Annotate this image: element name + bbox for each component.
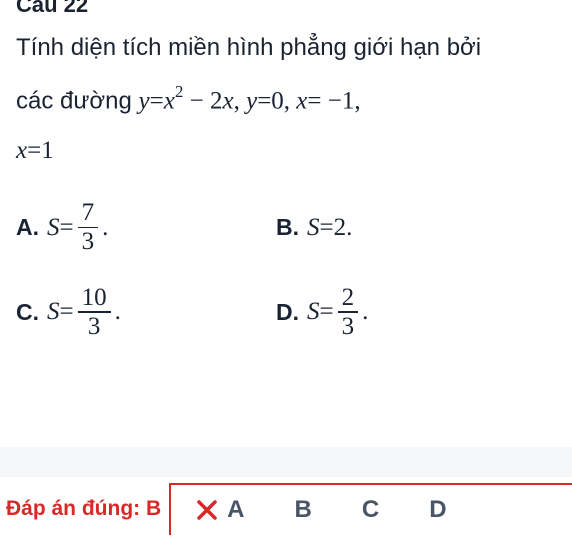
option-a-dot: . <box>102 214 108 242</box>
option-a[interactable]: A. S = 7 3 . <box>16 199 276 256</box>
option-c-label: C. <box>16 299 39 326</box>
sep2: , <box>284 87 297 114</box>
sep1: , <box>234 87 247 114</box>
question-line-3: x=1 <box>0 115 572 165</box>
option-c-frac: 10 3 <box>78 284 111 341</box>
option-b-label: B. <box>276 214 299 241</box>
option-a-num: 7 <box>78 199 99 227</box>
eq3-rhs: 1 <box>342 87 355 114</box>
wrong-answer-mark[interactable]: A <box>195 496 244 524</box>
option-a-den: 3 <box>78 228 99 256</box>
eq1-y: y <box>139 87 150 114</box>
eq1-x: x <box>164 87 175 114</box>
option-d-label: D. <box>276 299 299 326</box>
eq3-equals: = − <box>307 87 341 114</box>
eq1-x2: x <box>222 87 233 114</box>
line3-rhs: 1 <box>41 137 54 164</box>
option-c-num: 10 <box>78 284 111 312</box>
option-d-den: 3 <box>338 313 359 341</box>
option-b-eq: = <box>320 214 334 242</box>
option-a-eq: = <box>60 214 74 242</box>
option-d-eq: = <box>320 298 334 326</box>
option-c-s: S <box>47 298 60 326</box>
line3-x: x <box>16 137 27 164</box>
eq2-rhs: 0 <box>271 87 284 114</box>
option-b-val: 2 <box>334 214 347 242</box>
question-line-2: các đường y=x2 − 2x, y=0, x= −1, <box>0 66 572 115</box>
answer-choices-box: A B C D <box>169 483 572 535</box>
eq2-y: y <box>246 87 257 114</box>
option-d-s: S <box>307 298 320 326</box>
line2-prefix: các đường <box>16 87 139 114</box>
eq1-minus-2: − 2 <box>183 87 222 114</box>
option-c-den: 3 <box>84 313 105 341</box>
options-row-1: A. S = 7 3 . B. S = 2 . <box>0 165 572 256</box>
option-d-dot: . <box>362 298 368 326</box>
option-d-frac: 2 3 <box>338 284 359 341</box>
separator-band <box>0 447 572 477</box>
option-a-label: A. <box>16 214 39 241</box>
option-a-s: S <box>47 214 60 242</box>
option-c-dot: . <box>115 298 121 326</box>
eq3-x: x <box>296 87 307 114</box>
options-row-2: C. S = 10 3 . D. S = 2 3 . <box>0 256 572 341</box>
comma-end: , <box>354 87 360 114</box>
option-a-frac: 7 3 <box>78 199 99 256</box>
eq1-equals: = <box>150 87 164 114</box>
question-number: Câu 22 <box>0 0 572 18</box>
option-d-num: 2 <box>338 284 359 312</box>
correct-answer-label: Đáp án đúng: B <box>0 497 169 521</box>
option-b-s: S <box>307 214 320 242</box>
answer-choice-c[interactable]: C <box>362 496 379 524</box>
question-line-1: Tính diện tích miền hình phẳng giới hạn … <box>0 18 572 66</box>
eq1-exp: 2 <box>175 82 184 101</box>
x-icon <box>195 498 219 522</box>
option-b-dot: . <box>346 214 352 242</box>
eq2-equals: = <box>257 87 271 114</box>
line3-equals: = <box>27 137 41 164</box>
answer-choice-d[interactable]: D <box>429 496 446 524</box>
option-c[interactable]: C. S = 10 3 . <box>16 284 276 341</box>
option-c-eq: = <box>60 298 74 326</box>
option-b[interactable]: B. S = 2 . <box>276 199 352 256</box>
wrong-answer-letter: A <box>227 496 244 524</box>
answer-choice-b[interactable]: B <box>295 496 312 524</box>
option-d[interactable]: D. S = 2 3 . <box>276 284 368 341</box>
answer-bar: Đáp án đúng: B A B C D <box>0 483 572 535</box>
